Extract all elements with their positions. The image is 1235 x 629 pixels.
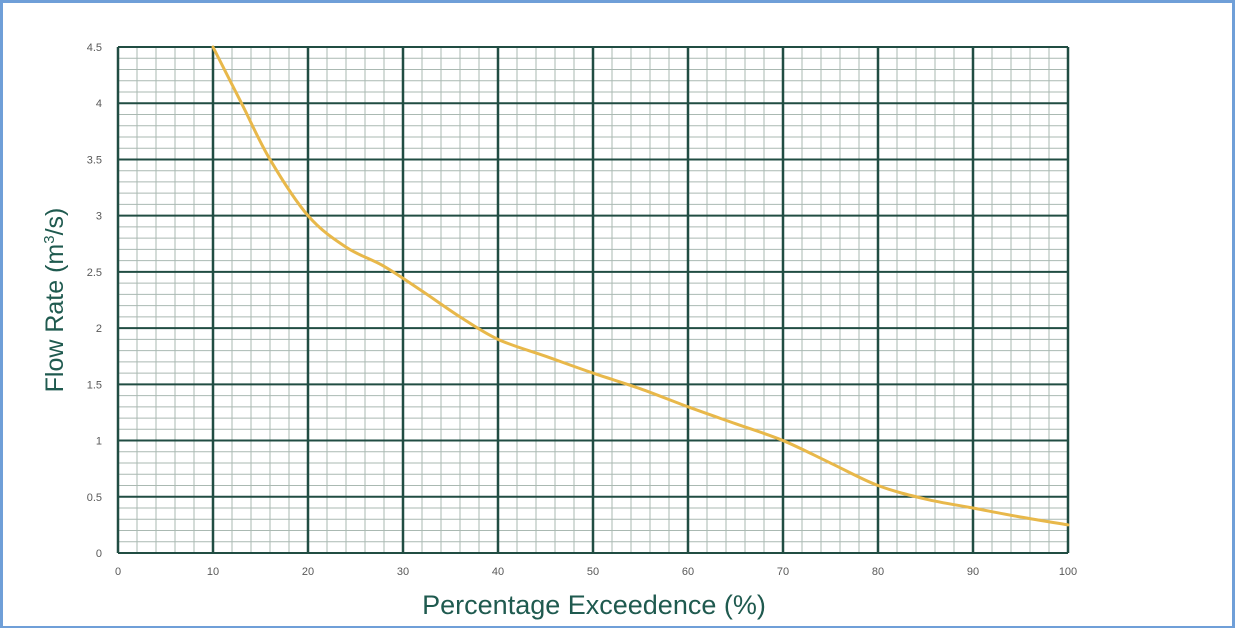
x-tick-label: 100 <box>1059 566 1077 578</box>
y-tick-label: 4 <box>96 98 102 110</box>
x-tick-label: 60 <box>682 566 694 578</box>
y-tick-label: 3 <box>96 211 102 223</box>
y-tick-label: 0.5 <box>87 492 102 504</box>
y-axis-title-main: Flow Rate (m <box>41 244 69 393</box>
x-tick-label: 0 <box>115 566 121 578</box>
y-tick-label: 2.5 <box>87 267 102 279</box>
x-tick-label: 80 <box>872 566 884 578</box>
y-tick-label: 1 <box>96 436 102 448</box>
y-tick-label: 0 <box>96 548 102 560</box>
x-tick-label: 10 <box>207 566 219 578</box>
x-tick-label: 30 <box>397 566 409 578</box>
x-tick-label: 90 <box>967 566 979 578</box>
y-tick-label: 4.5 <box>87 42 102 54</box>
y-tick-labels: 0 0.5 1 1.5 2 2.5 3 3.5 4 4.5 <box>87 42 102 560</box>
y-tick-label: 1.5 <box>87 379 102 391</box>
x-tick-label: 50 <box>587 566 599 578</box>
y-tick-label: 2 <box>96 323 102 335</box>
x-tick-labels: 0 10 20 30 40 50 60 70 80 90 100 <box>115 566 1077 578</box>
x-tick-label: 20 <box>302 566 314 578</box>
y-axis-title: Flow Rate (m3/s) <box>41 208 69 393</box>
x-tick-label: 40 <box>492 566 504 578</box>
y-axis-title-suffix: /s) <box>41 208 69 236</box>
x-tick-label: 70 <box>777 566 789 578</box>
series-layer <box>211 45 1070 527</box>
y-axis-title-superscript: 3 <box>41 235 58 243</box>
series-line-1 <box>211 45 1070 527</box>
major-grid <box>116 46 1070 554</box>
x-axis-title: Percentage Exceedence (%) <box>422 590 766 620</box>
y-tick-label: 3.5 <box>87 154 102 166</box>
